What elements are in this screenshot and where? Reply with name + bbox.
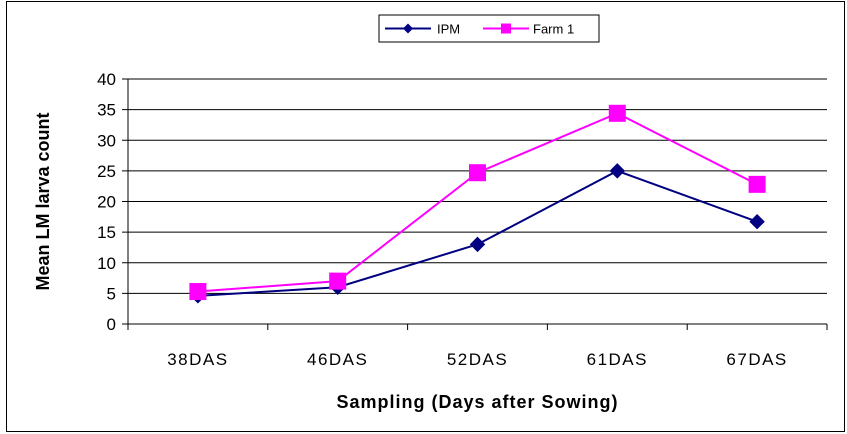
legend-entry-farm-1: Farm 1	[483, 22, 574, 37]
y-tick-label: 40	[97, 70, 116, 89]
series-farm-1	[189, 104, 766, 301]
legend-marker	[501, 23, 511, 34]
y-tick-label: 20	[97, 193, 116, 212]
data-point	[329, 272, 347, 290]
y-tick-label: 25	[97, 162, 116, 181]
data-point	[189, 283, 207, 301]
legend-marker	[403, 23, 413, 34]
data-point	[608, 104, 626, 122]
gridlines	[128, 78, 827, 294]
y-tick-label: 35	[97, 101, 116, 120]
chart-frame: 0 5 10 15 20 25 30 35 40 38DAS 46DAS 52DAS 61DAS 67D…	[6, 1, 845, 432]
x-tick-label: 46DAS	[307, 350, 368, 369]
x-tick-labels: 38DAS 46DAS 52DAS 61DAS 67DAS	[167, 350, 787, 369]
series-ipm	[190, 163, 765, 304]
data-point	[748, 175, 766, 193]
y-tick-label: 5	[107, 284, 116, 303]
line-chart: 0 5 10 15 20 25 30 35 40 38DAS 46DAS 52DAS 61DAS 67D…	[33, 14, 828, 412]
legend: IPM Farm 1	[378, 14, 600, 43]
data-point	[609, 163, 626, 179]
series-group	[189, 104, 766, 304]
x-tick-label: 52DAS	[447, 350, 508, 369]
y-tick-label: 0	[107, 315, 116, 334]
axes	[122, 78, 828, 330]
y-tick-label: 30	[97, 131, 116, 150]
data-point	[749, 214, 765, 230]
series-line	[197, 169, 758, 297]
x-axis-title: Sampling (Days after Sowing)	[336, 392, 618, 412]
x-tick-label: 61DAS	[587, 350, 648, 369]
legend-label: IPM	[437, 22, 460, 37]
x-tick-label: 67DAS	[726, 350, 787, 369]
data-point	[469, 164, 486, 182]
y-tick-label: 15	[97, 223, 116, 242]
legend-label: Farm 1	[533, 22, 574, 37]
y-tick-label: 10	[97, 254, 116, 273]
y-tick-labels: 0 5 10 15 20 25 30 35 40	[97, 70, 116, 334]
legend-entry-ipm: IPM	[385, 22, 460, 37]
x-tick-label: 38DAS	[167, 350, 228, 369]
data-point	[469, 236, 486, 253]
y-axis-title: Mean LM larva count	[33, 112, 53, 290]
